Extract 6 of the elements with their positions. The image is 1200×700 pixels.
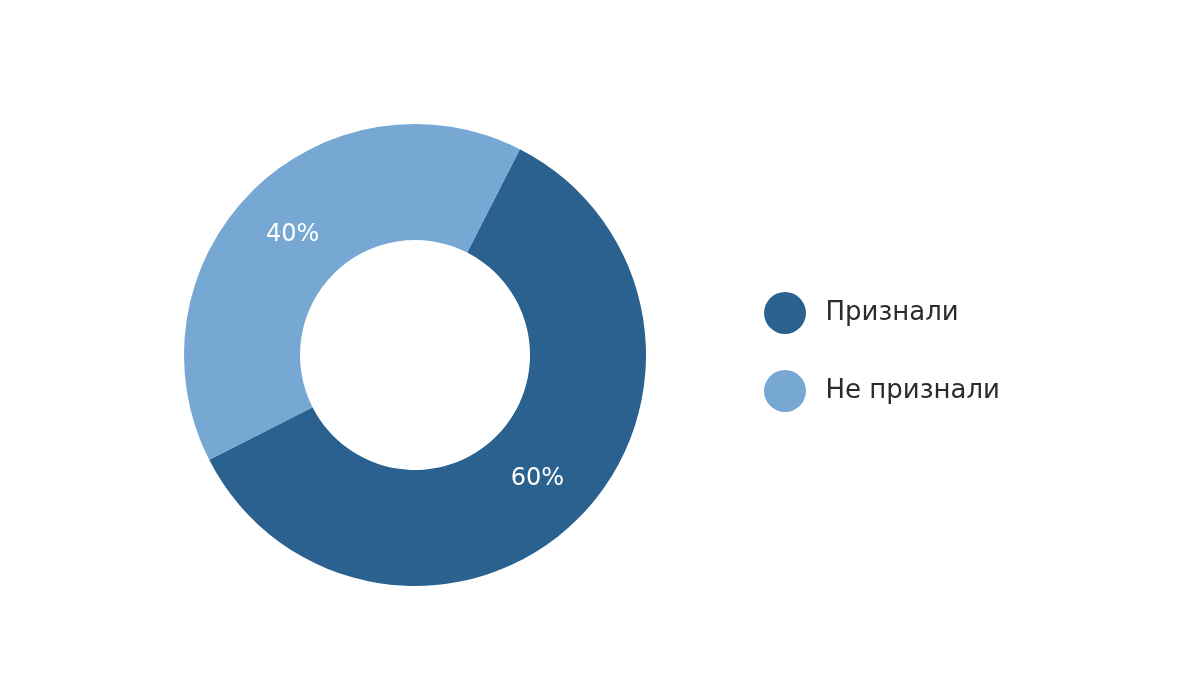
legend-label: Не признали xyxy=(825,374,1000,404)
data-label: 60% xyxy=(510,463,564,492)
donut-slice xyxy=(209,149,646,586)
donut-slice xyxy=(184,124,520,460)
legend-label: Признали xyxy=(825,296,959,326)
data-label: 40% xyxy=(266,218,320,247)
